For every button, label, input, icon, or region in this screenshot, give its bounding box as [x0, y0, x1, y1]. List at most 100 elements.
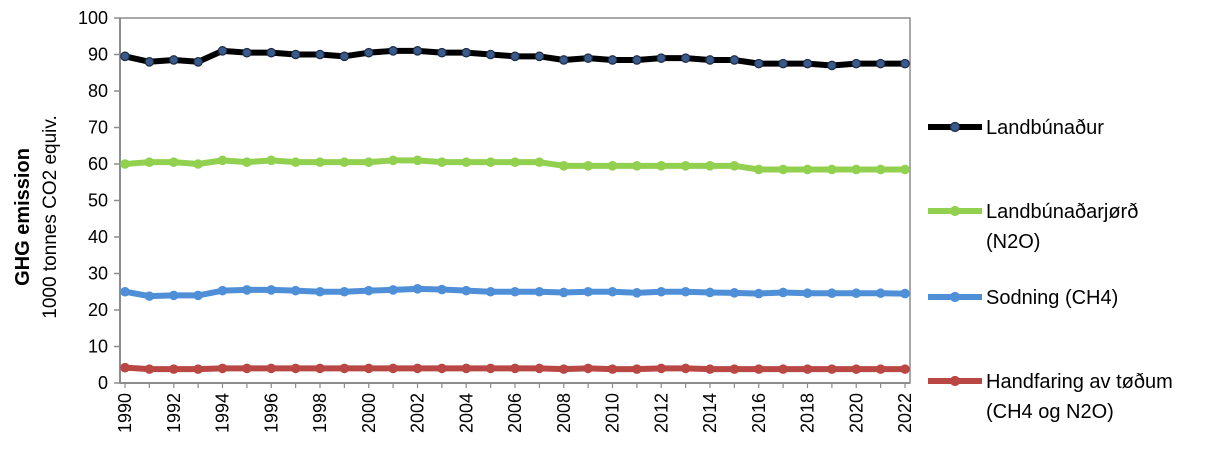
legend-swatch-marker: [949, 375, 961, 387]
data-point: [534, 157, 545, 167]
data-point: [510, 286, 520, 297]
data-point: [315, 157, 325, 167]
data-point: [266, 363, 277, 374]
legend-label-line2: (CH4 og N2O): [986, 401, 1114, 423]
x-tick-label: 2020: [846, 393, 866, 433]
data-point: [729, 364, 740, 374]
data-point: [607, 55, 618, 65]
y-tick-label: 0: [98, 373, 108, 393]
data-point: [144, 157, 155, 167]
data-point: [680, 363, 691, 374]
data-point: [437, 47, 447, 58]
data-point: [900, 164, 910, 175]
data-point: [217, 285, 228, 296]
data-point: [168, 290, 179, 301]
data-point: [632, 55, 642, 65]
y-axis-title-line1: GHG emission: [12, 148, 34, 286]
data-point: [827, 60, 837, 71]
legend-entry-2: Sodning (CH4): [928, 287, 1118, 309]
data-point: [680, 53, 691, 63]
x-tick-label: 2008: [554, 393, 574, 433]
x-tick-label: 1992: [164, 393, 184, 433]
data-point: [461, 157, 472, 167]
data-point: [705, 287, 715, 298]
data-point: [851, 164, 862, 175]
data-point: [266, 155, 277, 166]
data-point: [363, 285, 374, 296]
legend-label: Landbúnaður: [986, 117, 1104, 139]
data-point: [729, 161, 740, 171]
x-tick-label: 1990: [115, 393, 135, 433]
data-point: [485, 157, 496, 167]
data-point: [266, 285, 277, 295]
data-point: [242, 363, 252, 374]
data-point: [705, 55, 715, 65]
x-tick-label: 2010: [603, 393, 623, 433]
legend-label-line2: (N2O): [986, 231, 1040, 253]
data-point: [875, 58, 886, 69]
y-tick-label: 30: [88, 264, 108, 284]
data-point: [120, 159, 130, 169]
legend-entry-3: Handfaring av tøðum (CH4 og N2O): [928, 371, 1173, 423]
data-point: [217, 46, 228, 56]
data-point: [583, 286, 593, 297]
data-point: [290, 285, 301, 296]
data-point: [607, 364, 618, 374]
y-axis-title: GHG emission 1000 tonnes CO2 equiv.: [12, 115, 61, 319]
data-point: [851, 364, 862, 374]
data-point: [534, 286, 545, 297]
data-point: [607, 161, 618, 171]
data-point: [656, 161, 667, 171]
data-point: [900, 364, 910, 374]
series-1: [120, 155, 910, 175]
data-point: [827, 288, 837, 299]
data-point: [534, 363, 545, 374]
data-point: [412, 363, 423, 374]
x-tick-label: 1996: [261, 393, 281, 433]
data-point: [802, 164, 813, 175]
data-point: [851, 58, 862, 69]
data-point: [827, 364, 837, 374]
data-point: [558, 287, 569, 298]
data-point: [339, 286, 350, 297]
data-point: [485, 363, 496, 374]
data-point: [534, 51, 545, 62]
legend: Landbúnaður Landbúnaðarjørð (N2O) Sodning (…: [928, 117, 1173, 423]
data-point: [802, 364, 813, 374]
data-point: [656, 53, 667, 63]
y-tick-labels: 0 10 20 30 40 50 60 70 80 90 100: [78, 8, 108, 393]
data-point: [412, 46, 423, 56]
x-tick-labels: 1990 1992 1994 1996 1998 2000 2002 2004 2006 2008…: [115, 393, 915, 433]
x-tick-label: 1994: [213, 393, 233, 433]
data-point: [242, 47, 252, 58]
x-tick-label: 2002: [408, 393, 428, 433]
data-point: [632, 288, 642, 298]
data-point: [558, 55, 569, 65]
y-tick-label: 20: [88, 300, 108, 320]
data-point: [388, 285, 398, 295]
x-tick-label: 2022: [895, 393, 915, 433]
data-point: [144, 291, 155, 301]
data-point: [558, 161, 569, 171]
legend-swatch-marker: [949, 205, 961, 217]
data-point: [242, 157, 252, 167]
x-tick-label: 2004: [456, 393, 476, 433]
x-tick-label: 2014: [700, 393, 720, 433]
data-point: [193, 159, 203, 169]
data-point: [900, 58, 910, 69]
series-0: [120, 46, 910, 71]
data-point: [583, 53, 593, 63]
data-point: [315, 286, 325, 297]
data-point: [827, 164, 837, 175]
data-point: [656, 363, 667, 374]
series-lines: [120, 46, 910, 374]
data-point: [680, 161, 691, 171]
data-point: [900, 288, 910, 299]
data-point: [120, 362, 130, 373]
data-point: [778, 164, 788, 175]
data-point: [388, 155, 398, 166]
data-point: [753, 288, 764, 299]
data-point: [875, 364, 886, 374]
y-tick-label: 90: [88, 45, 108, 65]
data-point: [168, 364, 179, 374]
